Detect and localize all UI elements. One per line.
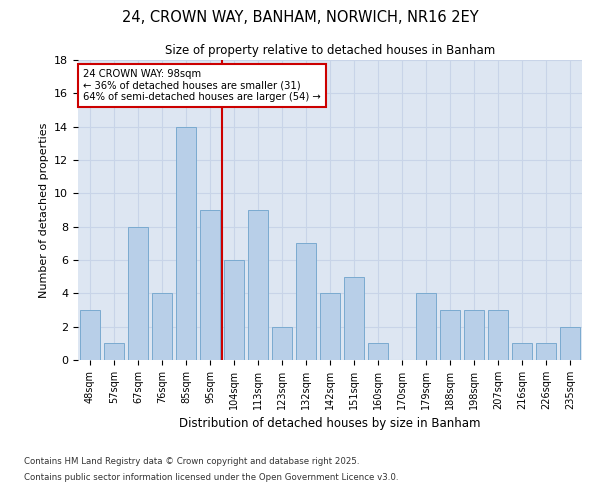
- Bar: [224, 260, 244, 360]
- Bar: [464, 310, 484, 360]
- Bar: [152, 294, 172, 360]
- Text: 24 CROWN WAY: 98sqm
← 36% of detached houses are smaller (31)
64% of semi-detach: 24 CROWN WAY: 98sqm ← 36% of detached ho…: [83, 69, 321, 102]
- X-axis label: Distribution of detached houses by size in Banham: Distribution of detached houses by size …: [179, 418, 481, 430]
- Bar: [560, 326, 580, 360]
- Text: 24, CROWN WAY, BANHAM, NORWICH, NR16 2EY: 24, CROWN WAY, BANHAM, NORWICH, NR16 2EY: [122, 10, 478, 25]
- Bar: [416, 294, 436, 360]
- Title: Size of property relative to detached houses in Banham: Size of property relative to detached ho…: [165, 44, 495, 58]
- Bar: [272, 326, 292, 360]
- Bar: [344, 276, 364, 360]
- Bar: [296, 244, 316, 360]
- Bar: [200, 210, 220, 360]
- Bar: [80, 310, 100, 360]
- Bar: [368, 344, 388, 360]
- Text: Contains HM Land Registry data © Crown copyright and database right 2025.: Contains HM Land Registry data © Crown c…: [24, 458, 359, 466]
- Bar: [176, 126, 196, 360]
- Bar: [440, 310, 460, 360]
- Text: Contains public sector information licensed under the Open Government Licence v3: Contains public sector information licen…: [24, 472, 398, 482]
- Bar: [104, 344, 124, 360]
- Bar: [488, 310, 508, 360]
- Bar: [512, 344, 532, 360]
- Bar: [320, 294, 340, 360]
- Bar: [128, 226, 148, 360]
- Bar: [536, 344, 556, 360]
- Y-axis label: Number of detached properties: Number of detached properties: [38, 122, 49, 298]
- Bar: [248, 210, 268, 360]
